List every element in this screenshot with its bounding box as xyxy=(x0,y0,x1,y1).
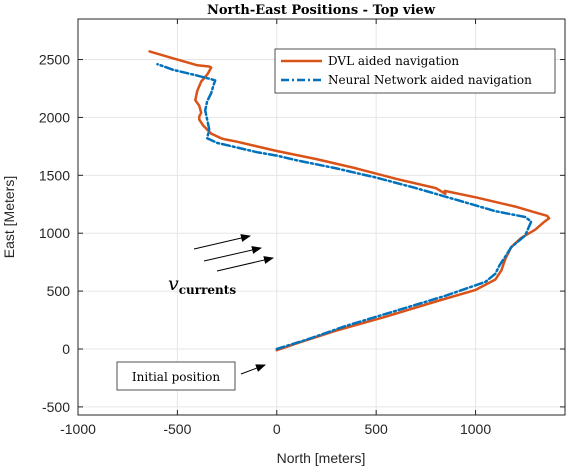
current-arrow-3 xyxy=(216,256,274,272)
x-tick-label: -1000 xyxy=(60,421,96,437)
chart-title: North-East Positions - Top view xyxy=(207,3,436,18)
y-tick-label: 2000 xyxy=(39,109,70,125)
plot-frame xyxy=(77,18,566,416)
initial-position-annotation: Initial position xyxy=(116,361,266,391)
legend-label-nn: Neural Network aided navigation xyxy=(328,73,532,87)
annotation-box xyxy=(116,361,236,391)
y-tick-label: 2500 xyxy=(39,52,70,68)
legend: DVL aided navigation Neural Network aide… xyxy=(274,48,556,94)
ticks: -1000 -500 0 500 1000 -500 0 500 1000 1500 2000 250… xyxy=(39,19,565,437)
y-tick-label: -500 xyxy=(42,399,70,415)
currents-subscript: currents xyxy=(179,283,237,297)
x-tick-label: 0 xyxy=(273,421,281,437)
y-tick-label: 1500 xyxy=(39,167,70,183)
annotation-arrow xyxy=(240,364,266,375)
y-axis-label: East [Meters] xyxy=(1,176,17,258)
series-layer xyxy=(148,50,551,352)
legend-label-dvl: DVL aided navigation xyxy=(328,54,459,68)
currents-arrows xyxy=(193,234,274,272)
annotation-text: Initial position xyxy=(132,370,221,384)
series-line-dvl xyxy=(148,50,551,352)
current-arrow-2 xyxy=(203,246,262,262)
x-tick-label: 500 xyxy=(364,421,388,437)
x-tick-label: -500 xyxy=(163,421,191,437)
currents-symbol: v xyxy=(168,273,179,295)
x-axis-label: North [meters] xyxy=(277,450,366,466)
current-arrow-1 xyxy=(193,234,251,250)
y-tick-label: 0 xyxy=(62,341,70,357)
series-line-nn xyxy=(156,62,533,351)
y-tick-label: 1000 xyxy=(39,225,70,241)
x-tick-label: 1000 xyxy=(460,421,491,437)
currents-label: vcurrents xyxy=(168,273,236,297)
legend-box xyxy=(274,48,556,94)
y-tick-label: 500 xyxy=(47,283,71,299)
